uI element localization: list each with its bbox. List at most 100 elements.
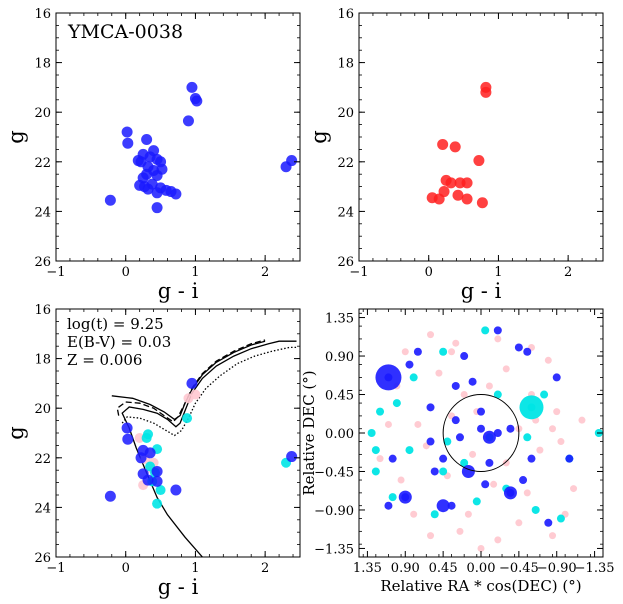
panel-frame (358, 308, 604, 558)
sky-field-pink-point (397, 476, 405, 484)
y-tick-label: 22 (34, 156, 51, 171)
sky-member-point (519, 476, 528, 485)
sky-field-pink-point (401, 348, 409, 356)
field-cyan-point (141, 432, 152, 443)
sky-field-pink-point (477, 544, 485, 552)
y-tick-label: 16 (34, 303, 51, 318)
y-tick-label: 26 (34, 551, 51, 566)
member-point (286, 155, 298, 167)
sky-field-pink-point (523, 489, 531, 497)
x-tick-label: −1 (46, 265, 65, 280)
sky-field-cyan-point (376, 407, 385, 416)
axis-ticks: −1 0 1 2 16 18 20 22 24 26 (34, 303, 300, 576)
sky-field-pink-point (427, 532, 435, 540)
sky-member-point (493, 326, 502, 335)
sky-member-point (455, 433, 464, 442)
sky-field-cyan-point (472, 497, 481, 506)
x-tick-label: 1 (191, 265, 199, 280)
sky-field-cyan-large-point (519, 395, 544, 420)
panel-frame (55, 12, 301, 262)
sky-member-point (468, 377, 477, 386)
field-pink-point (190, 389, 201, 400)
sky-field-cyan-point (430, 510, 439, 519)
plot-area (426, 81, 492, 209)
sky-field-pink-point (549, 532, 557, 540)
member-point (142, 474, 154, 486)
plot-area (104, 81, 298, 214)
sky-field-pink-point (553, 408, 561, 416)
sky-member-point (514, 343, 523, 352)
sky-member-point (477, 407, 485, 416)
y-axis-label: g (307, 130, 331, 143)
field-point (461, 177, 473, 189)
y-tick-label: 18 (34, 57, 51, 72)
sky-member-point (447, 501, 456, 510)
sky-field-pink-point (384, 420, 392, 428)
sky-member-point (544, 518, 553, 527)
member-point (151, 187, 163, 199)
x-tick-label: 0 (122, 265, 130, 280)
cluster-label: YMCA-0038 (67, 21, 183, 43)
y-tick-label: 16 (34, 7, 51, 22)
member-point (151, 465, 163, 477)
plot-area (104, 339, 298, 557)
member-point (286, 451, 298, 463)
sky-member-point (481, 480, 490, 489)
sky-member-point (506, 424, 515, 433)
sky-field-pink-point (435, 369, 443, 377)
panel-cmd-members: −1 0 1 2 16 18 20 22 24 26 YMCA-0038 g - i g (4, 7, 301, 303)
sky-member-point (413, 347, 422, 356)
y-tick-label: 1.35 (325, 312, 354, 327)
sky-field-cyan-point (367, 429, 376, 437)
member-point (104, 490, 116, 502)
sky-field-pink-point (515, 519, 523, 527)
sky-field-pink-point (544, 356, 552, 364)
y-tick-label: 22 (34, 452, 51, 467)
sky-field-pink-point (502, 459, 510, 467)
member-point (186, 377, 198, 389)
y-tick-label: 20 (34, 402, 51, 417)
panel-sky-map: 1.35 0.90 0.45 0.00 −0.45−0.90−1.351.350.900… (300, 308, 615, 595)
y-tick-label: 20 (337, 106, 354, 121)
sky-field-cyan-point (439, 467, 448, 476)
sky-member-point (565, 454, 574, 463)
field-point (476, 197, 488, 209)
panel-cmd-isochrone: −1 0 1 2 16 18 20 22 24 26 log(t) = 9.25 E(B-V) =… (4, 303, 301, 599)
sky-member-point (439, 454, 448, 463)
sky-member-point (405, 360, 414, 369)
x-tick-label: 0.45 (429, 561, 458, 576)
sky-member-point (523, 347, 532, 356)
sky-field-pink-point (464, 510, 472, 518)
sky-field-cyan-point (523, 433, 532, 442)
sky-field-cyan-point (392, 399, 401, 408)
sky-field-cyan-point (371, 446, 380, 455)
sky-field-cyan-point (439, 347, 448, 356)
sky-member-point (388, 454, 397, 463)
sky-field-pink-point (549, 425, 557, 433)
field-point (433, 193, 445, 205)
member-point (139, 181, 151, 193)
y-tick-label: 16 (337, 7, 354, 22)
y-tick-label: 20 (34, 106, 51, 121)
axis-ticks: −1 0 1 2 16 18 20 22 24 26 (337, 7, 603, 280)
sky-field-cyan-point (481, 326, 490, 335)
sky-member-medium-point (482, 430, 496, 444)
sky-field-pink-point (490, 480, 498, 488)
y-tick-label: 24 (337, 205, 354, 220)
x-tick-label: 0 (122, 561, 130, 576)
sky-member-point (426, 437, 435, 446)
y-tick-label: 26 (337, 255, 354, 270)
sky-field-cyan-point (405, 446, 414, 455)
x-axis-label: g - i (158, 279, 199, 303)
member-point (151, 475, 163, 487)
y-tick-label: 0.90 (325, 350, 354, 365)
param-extinction: E(B-V) = 0.03 (67, 333, 171, 351)
field-cyan-point (152, 498, 163, 509)
sky-field-pink-point (494, 536, 502, 544)
x-tick-label: 2 (261, 265, 269, 280)
member-point (170, 188, 182, 200)
y-tick-label: 24 (34, 501, 51, 516)
sky-member-point (451, 381, 460, 390)
sky-member-point (384, 501, 393, 510)
sky-member-medium-point (436, 499, 450, 513)
